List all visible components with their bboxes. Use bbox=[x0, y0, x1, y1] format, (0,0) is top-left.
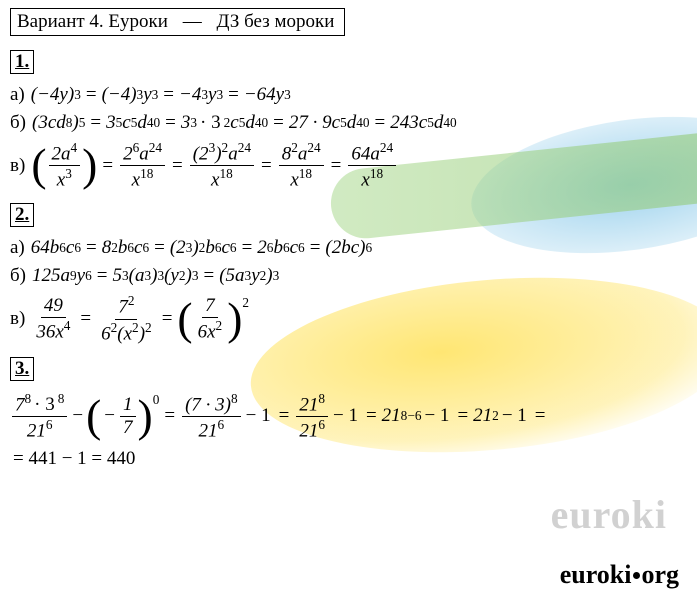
label-c: в) bbox=[10, 308, 25, 330]
watermark: euroki bbox=[551, 491, 667, 538]
tagline: ДЗ без мороки bbox=[216, 11, 334, 32]
eq-3-l1: 78· 38216 − −170 = (7 · 3)8216 − 1 = 218… bbox=[10, 391, 687, 442]
variant-text: Вариант 4. Еуроки bbox=[17, 11, 168, 32]
label-b: б) bbox=[10, 265, 26, 287]
eq-2a: а) 64b6c6 = 82b6c6 = (23)2b6c6 = 26b6c6 … bbox=[10, 237, 687, 259]
brand-text: euroki bbox=[560, 560, 632, 589]
dash: — bbox=[173, 11, 212, 32]
title-box: Вариант 4. Еуроки — ДЗ без мороки bbox=[10, 8, 345, 36]
label-a: а) bbox=[10, 237, 25, 259]
eq-3-l2: = 441 − 1 = 440 bbox=[10, 448, 687, 470]
section-3: 3. bbox=[10, 357, 34, 381]
label-a: а) bbox=[10, 84, 25, 106]
brand-logo: euroki org bbox=[560, 560, 679, 590]
section-1: 1. bbox=[10, 50, 34, 74]
dot-icon bbox=[633, 572, 640, 579]
section-2: 2. bbox=[10, 203, 34, 227]
brand-tld: org bbox=[641, 560, 679, 589]
eq-1a: а) (−4y)3 = (−4)3y3 = −43y3 = −64y3 bbox=[10, 84, 687, 106]
label-c: в) bbox=[10, 155, 25, 177]
document-content: Вариант 4. Еуроки — ДЗ без мороки 1. а) … bbox=[10, 8, 687, 470]
label-b: б) bbox=[10, 112, 26, 134]
eq-2c: в) 4936x4 = 7262(x2)2 = 76x22 bbox=[10, 293, 687, 344]
eq-1c: в) 2a4x3 = 26a24x18 = (23)2a24x18 = 82a2… bbox=[10, 140, 687, 191]
eq-1b: б) (3cd8)5 = 35c5d40 = 33· 32c5d40 = 27 … bbox=[10, 112, 687, 134]
eq-2b: б) 125a9y6 = 53(a3)3(y2)3 = (5a3y2)3 bbox=[10, 265, 687, 287]
